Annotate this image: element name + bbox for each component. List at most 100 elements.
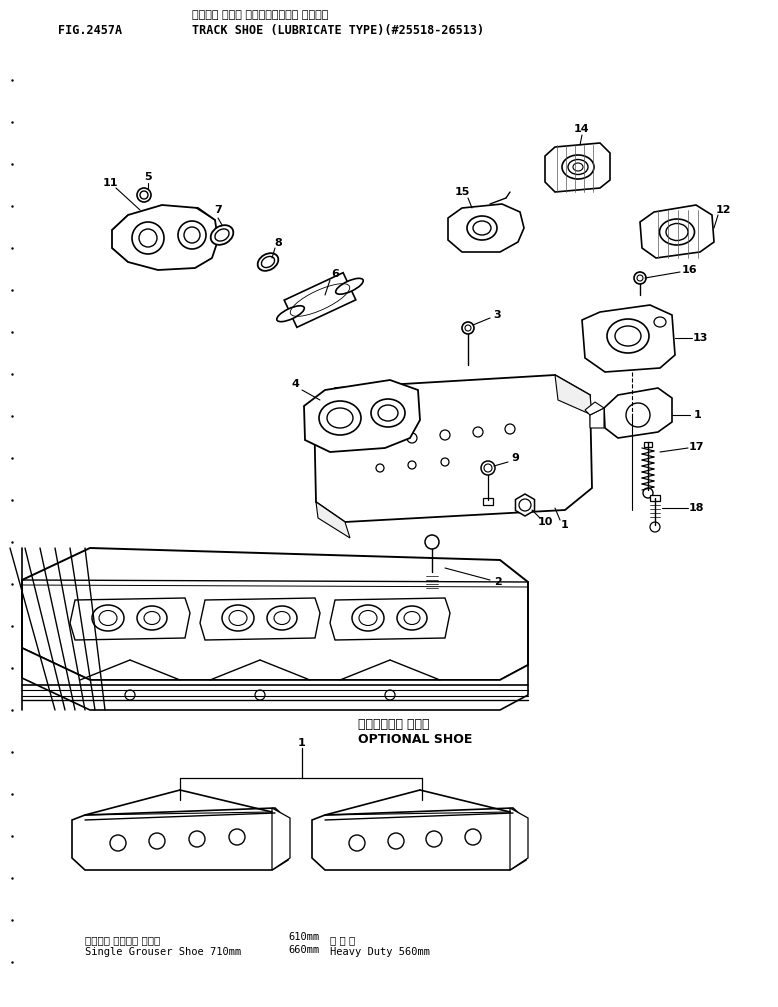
Polygon shape bbox=[516, 494, 534, 516]
Polygon shape bbox=[314, 375, 592, 522]
Circle shape bbox=[132, 222, 164, 254]
Circle shape bbox=[650, 522, 660, 532]
Circle shape bbox=[255, 690, 265, 700]
Polygon shape bbox=[70, 598, 190, 640]
Polygon shape bbox=[330, 598, 450, 640]
Text: 14: 14 bbox=[574, 124, 590, 134]
Circle shape bbox=[110, 835, 126, 851]
Ellipse shape bbox=[215, 229, 229, 241]
Polygon shape bbox=[72, 808, 288, 870]
Polygon shape bbox=[555, 375, 592, 415]
Polygon shape bbox=[22, 548, 528, 680]
Text: 13: 13 bbox=[692, 333, 708, 343]
Ellipse shape bbox=[229, 610, 247, 625]
Text: 18: 18 bbox=[689, 504, 704, 513]
Ellipse shape bbox=[573, 163, 583, 171]
Text: TRACK SHOE (LUBRICATE TYPE)(#25518-26513): TRACK SHOE (LUBRICATE TYPE)(#25518-26513… bbox=[192, 24, 484, 37]
Text: 15: 15 bbox=[454, 187, 470, 197]
Bar bbox=[426, 570, 438, 578]
Circle shape bbox=[473, 427, 483, 437]
Circle shape bbox=[189, 831, 205, 847]
Text: 4: 4 bbox=[291, 379, 299, 389]
Circle shape bbox=[375, 435, 385, 445]
Polygon shape bbox=[604, 388, 672, 438]
Polygon shape bbox=[284, 273, 356, 327]
Text: 1: 1 bbox=[694, 410, 702, 420]
Ellipse shape bbox=[335, 278, 363, 294]
Text: 9: 9 bbox=[511, 453, 519, 463]
Ellipse shape bbox=[359, 610, 377, 625]
Text: 16: 16 bbox=[682, 265, 698, 275]
Circle shape bbox=[408, 461, 416, 469]
Ellipse shape bbox=[277, 306, 304, 321]
Circle shape bbox=[440, 430, 450, 440]
Circle shape bbox=[505, 424, 515, 434]
Text: 2: 2 bbox=[494, 577, 502, 587]
Text: トラック シュー （ルーブリケート タイプ）: トラック シュー （ルーブリケート タイプ） bbox=[192, 10, 328, 20]
Text: オプショナル シュー: オプショナル シュー bbox=[358, 718, 429, 731]
Text: 重 切 岩: 重 切 岩 bbox=[330, 936, 356, 945]
Ellipse shape bbox=[211, 226, 233, 245]
Bar bbox=[483, 498, 493, 505]
Ellipse shape bbox=[568, 159, 588, 174]
Text: 8: 8 bbox=[274, 238, 282, 248]
Circle shape bbox=[465, 829, 481, 845]
Ellipse shape bbox=[562, 155, 594, 179]
Ellipse shape bbox=[404, 611, 420, 624]
Polygon shape bbox=[510, 808, 528, 870]
Text: 17: 17 bbox=[689, 442, 704, 452]
Polygon shape bbox=[590, 408, 604, 428]
Ellipse shape bbox=[615, 326, 641, 346]
Polygon shape bbox=[312, 808, 526, 870]
Polygon shape bbox=[316, 502, 350, 538]
Circle shape bbox=[425, 535, 439, 549]
Text: 5: 5 bbox=[144, 172, 152, 182]
Ellipse shape bbox=[378, 405, 398, 421]
Ellipse shape bbox=[319, 401, 361, 435]
Ellipse shape bbox=[397, 606, 427, 630]
Circle shape bbox=[519, 499, 531, 511]
Text: FIG.2457A: FIG.2457A bbox=[58, 24, 122, 37]
Ellipse shape bbox=[607, 319, 649, 353]
Circle shape bbox=[184, 227, 200, 243]
Ellipse shape bbox=[274, 611, 290, 624]
Text: Heavy Duty 560mm: Heavy Duty 560mm bbox=[330, 947, 430, 957]
Text: OPTIONAL SHOE: OPTIONAL SHOE bbox=[358, 733, 472, 746]
Text: 1: 1 bbox=[298, 738, 306, 748]
Text: 11: 11 bbox=[102, 178, 117, 188]
Ellipse shape bbox=[222, 605, 254, 631]
Polygon shape bbox=[545, 143, 610, 192]
Text: Single Grouser Shoe 710mm: Single Grouser Shoe 710mm bbox=[85, 947, 241, 957]
Ellipse shape bbox=[473, 221, 491, 235]
Ellipse shape bbox=[92, 605, 124, 631]
Polygon shape bbox=[304, 380, 420, 452]
Ellipse shape bbox=[352, 605, 384, 631]
Text: 610mm: 610mm bbox=[288, 932, 319, 942]
Circle shape bbox=[385, 690, 395, 700]
Ellipse shape bbox=[660, 219, 695, 245]
Ellipse shape bbox=[261, 257, 275, 268]
Circle shape bbox=[626, 403, 650, 427]
Ellipse shape bbox=[137, 606, 167, 630]
Circle shape bbox=[407, 433, 417, 443]
Text: シングル グローサ シュー: シングル グローサ シュー bbox=[85, 936, 160, 945]
Circle shape bbox=[349, 835, 365, 851]
Ellipse shape bbox=[144, 611, 160, 624]
Text: 3: 3 bbox=[493, 310, 501, 320]
Polygon shape bbox=[272, 808, 290, 870]
Circle shape bbox=[643, 488, 653, 498]
Polygon shape bbox=[200, 598, 320, 640]
Circle shape bbox=[426, 831, 442, 847]
Text: 7: 7 bbox=[214, 205, 222, 215]
Circle shape bbox=[634, 272, 646, 284]
Ellipse shape bbox=[267, 606, 297, 630]
Text: 6: 6 bbox=[331, 269, 339, 279]
Ellipse shape bbox=[654, 317, 666, 327]
Ellipse shape bbox=[371, 399, 405, 427]
Circle shape bbox=[376, 464, 384, 472]
Text: 10: 10 bbox=[538, 517, 552, 527]
Polygon shape bbox=[640, 205, 714, 258]
Circle shape bbox=[137, 188, 151, 202]
Circle shape bbox=[441, 458, 449, 466]
Polygon shape bbox=[582, 305, 675, 372]
